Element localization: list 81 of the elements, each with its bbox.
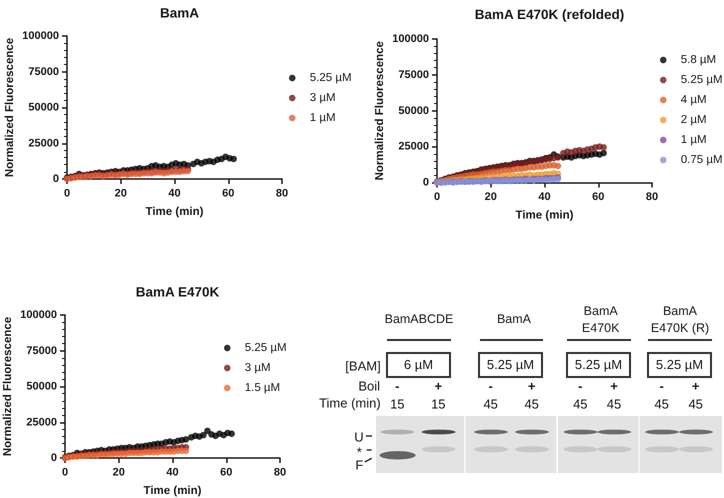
y-tick-label: 0 xyxy=(50,452,57,464)
text: - xyxy=(660,378,664,394)
text: 45 xyxy=(688,396,703,411)
text: U xyxy=(354,429,364,444)
y-tick-label: 25000 xyxy=(26,416,57,428)
text: BamA xyxy=(496,311,532,328)
legend-label: 5.25 µM xyxy=(244,342,287,354)
x-tick-label: 40 xyxy=(538,191,551,203)
legend-label: 2 µM xyxy=(680,114,707,126)
y-tick-label: 50000 xyxy=(26,380,57,392)
text: F xyxy=(355,458,364,472)
legend-label: 3 µM xyxy=(244,362,271,374)
legend-label: 1 µM xyxy=(680,134,707,146)
y-axis-title: Normalized Fluorescence xyxy=(374,41,386,180)
text: + xyxy=(610,378,618,394)
x-tick-label: 20 xyxy=(484,191,497,203)
x-axis-title: Time (min) xyxy=(144,485,202,497)
text: 45 xyxy=(606,396,622,411)
x-tick-label: 40 xyxy=(168,188,181,200)
x-tick-label: 60 xyxy=(592,191,604,203)
text: 15 xyxy=(390,396,405,411)
text: 15 xyxy=(431,396,446,411)
x-tick-label: 20 xyxy=(114,188,127,200)
label-frame: 5.25 µM xyxy=(478,352,543,378)
legend-label: 5.25 µM xyxy=(680,74,723,86)
y-tick-label: 75000 xyxy=(398,68,429,81)
text: Boil xyxy=(358,378,380,394)
y-tick-label: 100000 xyxy=(20,309,57,321)
y-tick-label: 75000 xyxy=(28,66,59,78)
x-axis-title: Time (min) xyxy=(146,206,204,218)
text: * xyxy=(356,444,362,459)
x-tick-label: 40 xyxy=(166,466,179,478)
text: - xyxy=(395,378,400,394)
y-tick-label: 75000 xyxy=(26,344,57,357)
legend-label: 5.8 µM xyxy=(680,54,716,66)
y-tick-label: 25000 xyxy=(398,140,429,153)
legend-label: 1.5 µM xyxy=(244,382,280,394)
text: 45 xyxy=(483,396,498,411)
x-tick-label: 80 xyxy=(274,466,286,478)
legend-label: 3 µM xyxy=(310,92,336,104)
chart-title: BamA E470K (refolded) xyxy=(474,7,624,22)
y-tick-label: 100000 xyxy=(22,30,59,42)
x-tick-label: 80 xyxy=(646,191,658,203)
x-tick-label: 20 xyxy=(112,466,125,478)
x-axis-title: Time (min) xyxy=(516,210,574,222)
y-tick-label: 0 xyxy=(422,176,429,188)
x-tick-label: 0 xyxy=(62,466,68,478)
legend-label: 5.25 µM xyxy=(310,72,352,84)
text: Time (min) xyxy=(319,395,381,410)
y-tick-label: 0 xyxy=(52,173,59,185)
y-tick-label: 25000 xyxy=(28,137,59,150)
x-tick-label: 60 xyxy=(220,466,232,478)
text: 45 xyxy=(524,396,539,411)
chart-title: BamA E470K xyxy=(136,284,220,300)
x-tick-label: 80 xyxy=(276,188,288,200)
legend-label: 1 µM xyxy=(310,112,336,124)
text: - xyxy=(578,378,582,394)
label-frame: 5.25 µM xyxy=(647,352,712,378)
x-tick-label: 0 xyxy=(64,188,70,200)
text: BamA E470K xyxy=(580,302,620,336)
x-tick-label: 60 xyxy=(222,188,234,200)
text: - xyxy=(488,378,493,394)
legend-label: 0.75 µM xyxy=(680,154,723,166)
y-tick-label: 100000 xyxy=(392,33,429,45)
text: + xyxy=(692,378,700,394)
text: 45 xyxy=(654,396,669,411)
text: BamA E470K (R) xyxy=(650,302,710,336)
y-axis-title: Normalized Fluorescence xyxy=(4,38,16,178)
y-tick-label: 50000 xyxy=(398,104,429,117)
y-tick-label: 50000 xyxy=(28,102,59,114)
label-frame: 5.25 µM xyxy=(566,352,631,378)
text: 45 xyxy=(573,396,588,411)
text: [BAM] xyxy=(345,358,381,374)
text: + xyxy=(434,378,442,394)
x-tick-label: 0 xyxy=(434,191,440,203)
chart-title: BamA xyxy=(160,6,200,20)
text: BamABCDE xyxy=(384,311,454,328)
y-axis-title: Normalized Fluorescence xyxy=(2,316,14,456)
label-frame: 6 µM xyxy=(386,352,451,378)
text: + xyxy=(528,378,536,394)
legend-label: 4 µM xyxy=(680,94,707,106)
